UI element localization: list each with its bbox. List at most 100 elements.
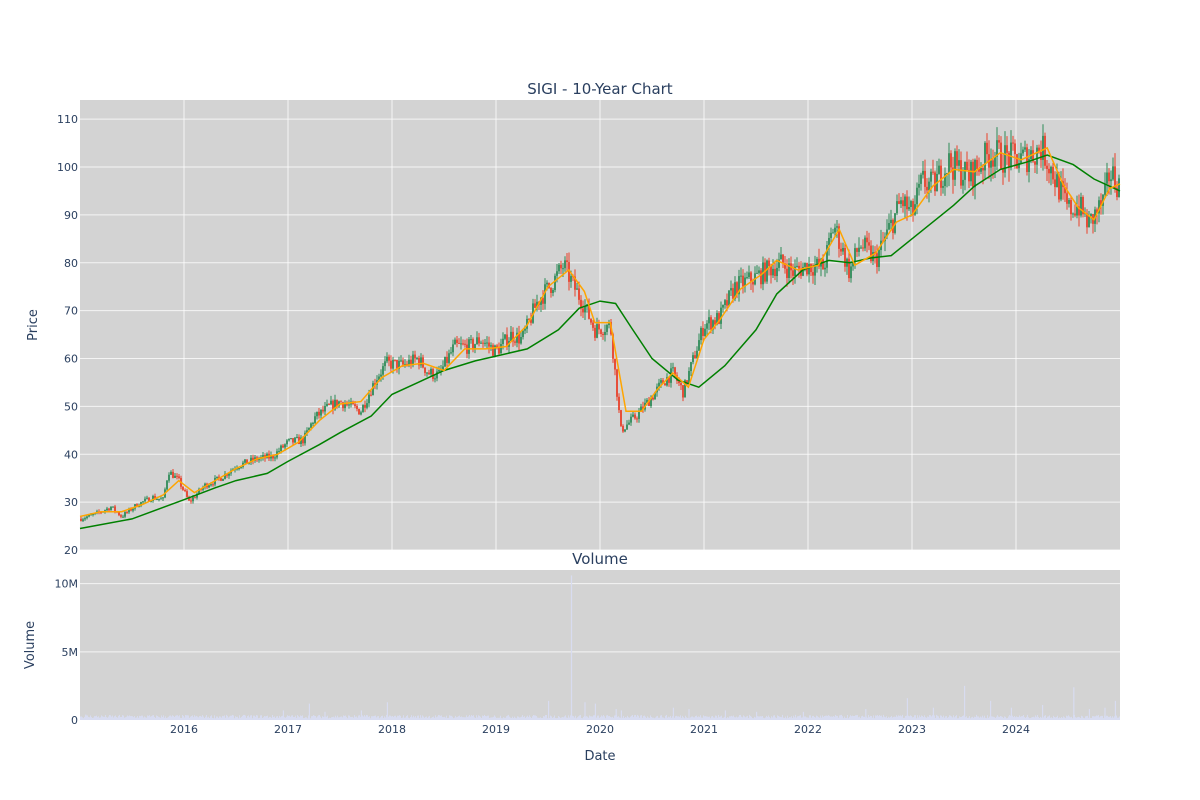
volume-bar (604, 716, 605, 720)
volume-bar (655, 717, 656, 720)
volume-bar (1016, 716, 1017, 720)
volume-bar (282, 715, 283, 720)
candle-body (992, 160, 994, 167)
volume-bar (805, 716, 806, 720)
volume-x-tick-labels: 2016 2017 2018 2019 2020 2021 2022 2023 2024 (170, 723, 1030, 736)
volume-bar (141, 715, 142, 720)
volume-bar (532, 716, 533, 720)
candle-body (282, 445, 284, 448)
volume-bar (243, 714, 244, 720)
candle-body (478, 337, 480, 344)
candle-body (142, 501, 144, 503)
volume-bar (446, 715, 447, 720)
candle-body (822, 259, 824, 270)
candle-body (1018, 163, 1020, 169)
volume-bar (1020, 716, 1021, 720)
candle-body (332, 400, 334, 410)
candle-body (864, 237, 866, 249)
candle-body (930, 171, 932, 182)
volume-bar (699, 716, 700, 720)
volume-bar (783, 717, 784, 720)
volume-bar (820, 715, 821, 720)
ma-long-line (79, 154, 1121, 530)
candle-body (454, 339, 456, 345)
candle-body (422, 357, 424, 368)
volume-bar (608, 716, 609, 720)
volume-bar (743, 715, 744, 720)
volume-bar (905, 715, 906, 720)
volume-bar (955, 716, 956, 720)
candle-body (250, 457, 252, 463)
volume-bar (327, 715, 328, 720)
volume-bar (84, 716, 85, 720)
volume-bar (626, 717, 627, 720)
candle-body (80, 518, 82, 521)
candle-body (650, 397, 652, 407)
volume-bar (550, 715, 551, 720)
volume-bar (100, 717, 101, 720)
volume-bar (433, 716, 434, 720)
volume-bar (867, 717, 868, 720)
volume-bar (793, 715, 794, 720)
volume-bar (645, 716, 646, 720)
candle-body (456, 339, 458, 343)
volume-bar (728, 717, 729, 720)
volume-bar (473, 715, 474, 720)
candle-body (536, 301, 538, 308)
volume-bar (500, 715, 501, 720)
volume-bar (443, 717, 444, 720)
candle-body (632, 414, 634, 417)
volume-bar (536, 716, 537, 720)
volume-bar (693, 717, 694, 720)
volume-bar (145, 717, 146, 720)
volume-bar (567, 717, 568, 720)
candle-body (356, 406, 358, 409)
volume-bar (984, 715, 985, 720)
volume-bar (822, 715, 823, 720)
volume-bar (1015, 717, 1016, 720)
volume-bar (203, 716, 204, 720)
x-tick-label: 2019 (482, 723, 510, 736)
volume-bar (198, 717, 199, 720)
candle-body (682, 385, 684, 398)
candle-body (152, 496, 154, 502)
volume-bar (286, 716, 287, 720)
volume-bar (474, 717, 475, 720)
candle-body (1096, 209, 1098, 214)
candle-body (82, 519, 84, 521)
volume-bar (635, 714, 636, 720)
volume-bar (407, 715, 408, 720)
candle-body (480, 342, 482, 344)
volume-bar (150, 716, 151, 720)
volume-bar (220, 716, 221, 720)
volume-bar (965, 717, 966, 720)
candle-body (702, 328, 704, 337)
volume-bar (437, 716, 438, 720)
volume-bar (489, 718, 490, 720)
volume-bar (976, 714, 977, 720)
price-y-tick-label: 40 (64, 448, 78, 461)
volume-bar (1112, 716, 1113, 720)
volume-bar (972, 716, 973, 720)
candle-body (198, 488, 200, 494)
candle-body (514, 341, 516, 343)
volume-bar-spike (990, 700, 992, 720)
candle-body (114, 506, 116, 512)
candle-body (1070, 200, 1072, 215)
candle-body (676, 375, 678, 381)
volume-bar (249, 717, 250, 720)
volume-bar (193, 717, 194, 720)
volume-bar (999, 716, 1000, 720)
volume-bar (711, 716, 712, 720)
volume-bar (813, 715, 814, 720)
volume-bar (749, 714, 750, 720)
volume-bar (919, 715, 920, 720)
volume-bar (318, 715, 319, 720)
volume-bar (564, 716, 565, 720)
candle-body (528, 318, 530, 320)
candle-body (322, 409, 324, 412)
volume-bar (687, 717, 688, 720)
candle-body (452, 344, 454, 353)
